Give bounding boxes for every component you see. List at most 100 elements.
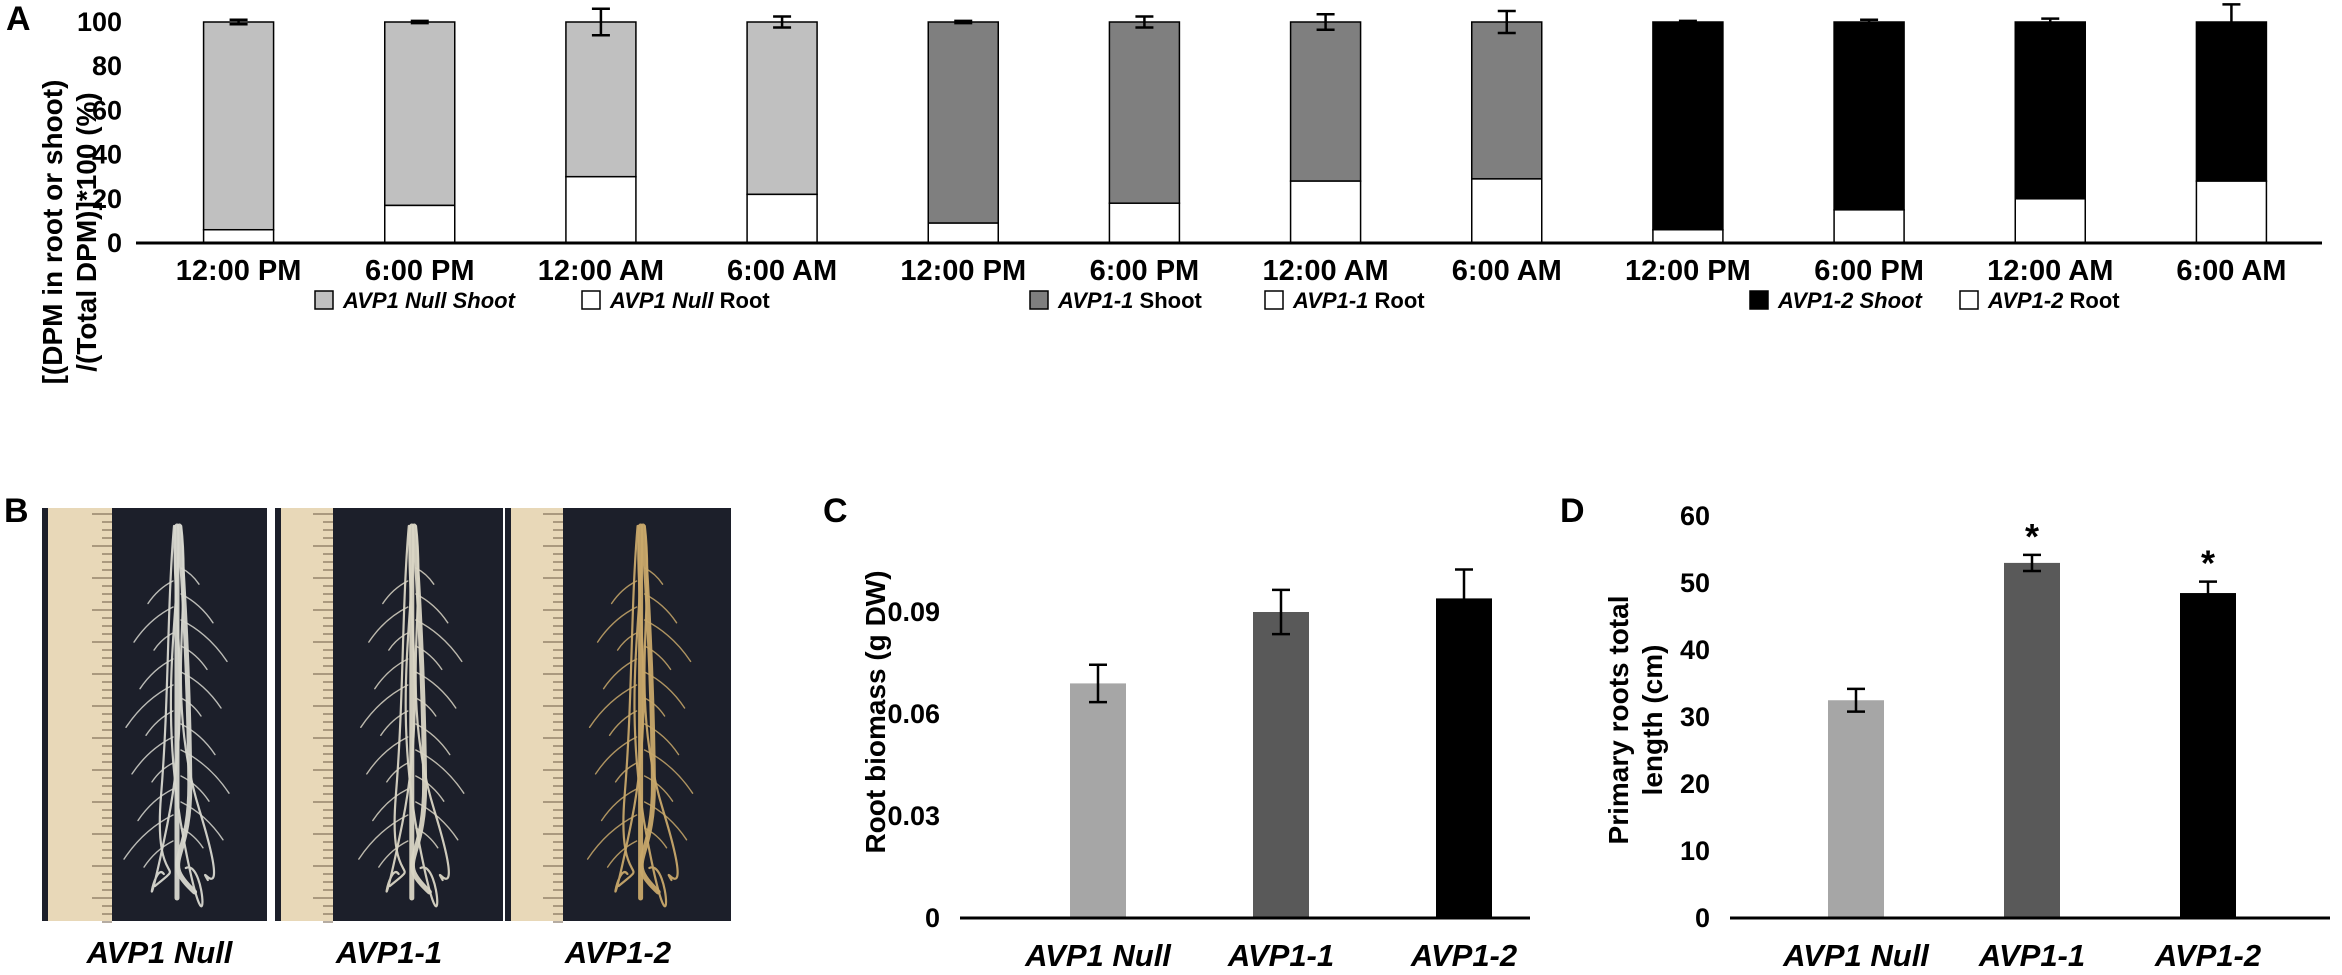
chart-d-error-bar [1847, 687, 1865, 713]
chart-a: [(DPM in root or shoot) /(Total DPM)]*10… [37, 3, 2322, 384]
lateral-root [415, 671, 457, 709]
lateral-root [415, 801, 459, 841]
lateral-root [368, 606, 409, 643]
chart-c-error-bar [1455, 568, 1473, 629]
legend-label: AVP1-2 Shoot [1777, 288, 1924, 313]
chart-d-ylabel-line1: Primary roots total [1603, 596, 1634, 845]
chart-a-bar-root [1652, 228, 1724, 244]
lateral-root [602, 658, 638, 690]
chart-a-xtick: 6:00 AM [1452, 255, 1562, 287]
lateral-root [360, 684, 409, 728]
chart-a-bar-shoot [384, 21, 456, 207]
legend-label-part: Shoot [1133, 288, 1202, 313]
lateral-root [372, 788, 409, 822]
root-photo [505, 508, 731, 923]
chart-a-bar-root [1833, 209, 1905, 244]
lateral-root [616, 632, 638, 651]
chart-d-ytick: 20 [1680, 769, 1710, 799]
lateral-root [147, 580, 174, 605]
chart-d-bar [2180, 593, 2236, 918]
chart-d-ylabel-line2: length (cm) [1637, 645, 1668, 796]
chart-a-bar-root [565, 175, 637, 244]
chart-c-bar [1070, 683, 1126, 918]
chart-a-plot: 0 20 40 60 80 100 12:00 PM 6:00 PM 12:00 AM 6:00 … [77, 3, 2322, 287]
chart-a-ytick: 60 [92, 95, 122, 125]
chart-a-bar-root [927, 222, 999, 244]
legend-label-italic: AVP1-2 Shoot [1777, 288, 1924, 313]
root-strand [388, 524, 410, 888]
legend-label-part: Root [2063, 288, 2120, 313]
chart-c-bar [1253, 612, 1309, 918]
panel-label-c: C [823, 492, 848, 530]
chart-a-bar-shoot [202, 21, 275, 231]
legend-swatch [1749, 290, 1769, 310]
chart-d-ytick: 40 [1680, 635, 1710, 665]
chart-d-ytick: 30 [1680, 702, 1710, 732]
legend-label-italic: AVP1 Null [609, 288, 714, 313]
chart-a-xtick: 6:00 AM [2176, 255, 2286, 287]
chart-d-error-bar [2199, 580, 2217, 606]
root-strand [169, 524, 204, 908]
chart-a-xtick: 6:00 AM [727, 255, 837, 287]
chart-a-bar-shoot [1108, 21, 1181, 204]
chart-d-significance-star: * [2201, 543, 2215, 584]
lateral-root [415, 697, 437, 717]
lateral-root [415, 827, 439, 849]
lateral-root [586, 814, 638, 860]
chart-a-bar-root [1471, 178, 1543, 244]
photo-label: AVP1 Null [86, 935, 234, 970]
chart-a-bar-shoot [1833, 21, 1905, 211]
chart-a-bar-shoot [2014, 21, 2086, 200]
chart-a-error-bar [229, 18, 248, 26]
chart-c-error-bar [1272, 588, 1290, 636]
legend-entry: AVP1 Null Root [581, 288, 770, 313]
chart-c-xtick: AVP1-1 [1227, 938, 1334, 973]
legend-entry: AVP1-1 Shoot [1029, 288, 1203, 313]
chart-a-bar-shoot [1289, 21, 1362, 182]
lateral-root [600, 788, 638, 822]
chart-a-ytick: 80 [92, 51, 122, 81]
lateral-root [180, 619, 228, 663]
chart-a-xtick: 6:00 PM [1090, 255, 1200, 287]
chart-a-bar-shoot [1652, 21, 1724, 231]
chart-d-ytick: 60 [1680, 501, 1710, 531]
chart-a-error-bar [1316, 13, 1335, 31]
panel-label-a: A [6, 0, 31, 38]
lateral-root [374, 658, 409, 690]
chart-a-error-bar [2222, 3, 2241, 41]
chart-a-ytick: 40 [92, 140, 122, 170]
lateral-root [151, 762, 174, 783]
chart-a-bar-shoot [927, 21, 999, 224]
ruler [48, 508, 112, 921]
lateral-root [415, 723, 451, 756]
root-photo [275, 508, 503, 923]
lateral-root [180, 697, 202, 717]
lateral-root [180, 567, 200, 585]
legend-label-italic: AVP1-2 [1987, 288, 2064, 313]
lateral-root [366, 736, 409, 775]
lateral-root [643, 749, 694, 794]
chart-c-ytick: 0 [925, 903, 940, 933]
root-strand [153, 524, 176, 888]
chart-a-bar-shoot [565, 21, 637, 178]
lateral-root [643, 827, 668, 849]
lateral-root [180, 723, 216, 756]
chart-a-ylabel-line2: /(Total DPM)]*100 (%) [71, 92, 102, 372]
lateral-root [386, 762, 409, 783]
lateral-root [415, 567, 435, 585]
legend-entry: AVP1-2 Shoot [1749, 288, 1924, 313]
lateral-root [596, 606, 638, 643]
chart-d-ytick: 10 [1680, 836, 1710, 866]
root-strand [404, 524, 439, 908]
chart-d-xtick: AVP1-1 [1978, 938, 2085, 973]
chart-a-error-bar [591, 7, 610, 37]
lateral-root [643, 593, 678, 624]
lateral-root [143, 840, 174, 868]
lateral-root [643, 645, 672, 671]
lateral-root [145, 710, 174, 736]
lateral-root [180, 775, 210, 802]
root-system [358, 523, 465, 908]
chart-a-bar-root [384, 204, 456, 244]
lateral-root [415, 749, 465, 794]
